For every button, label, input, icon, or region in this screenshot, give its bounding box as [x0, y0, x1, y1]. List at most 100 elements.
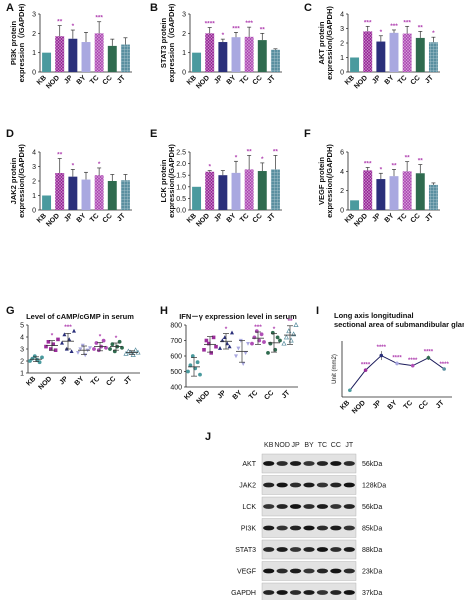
x-tick-label: TC [89, 212, 101, 224]
significance-marker: **** [205, 21, 216, 28]
y-tick-label: 500 [170, 369, 182, 376]
data-point [56, 337, 60, 342]
y-tick-label: 0 [340, 208, 344, 215]
bar-by [389, 176, 399, 210]
significance-marker: *** [390, 23, 398, 30]
x-tick-label: JT [266, 74, 277, 85]
panel-letter-h: H [160, 305, 168, 317]
data-point [250, 341, 254, 346]
x-tick-label: NOD [353, 212, 369, 228]
y-axis-label: JAK2 protein [9, 157, 18, 204]
y-tick-label: 4 [20, 335, 24, 342]
data-point [268, 341, 273, 346]
x-tick-label: JP [63, 74, 74, 85]
y-tick-label: 0.5 [176, 196, 186, 203]
y-axis-label: expression（/GAPDH) [16, 3, 26, 82]
x-tick-label: TC [403, 399, 415, 411]
significance-marker: ** [260, 26, 266, 33]
data-point [202, 348, 206, 352]
y-axis-label: expression(/GAPDH) [325, 6, 334, 80]
bar-jt [428, 42, 438, 72]
significance-marker: *** [232, 25, 240, 32]
y-tick-label: 0 [340, 70, 344, 77]
x-tick-label: TC [397, 74, 409, 86]
blot-band [343, 461, 355, 466]
blot-band [303, 525, 315, 531]
significance-marker: * [51, 332, 54, 339]
x-tick-label: JT [116, 212, 127, 223]
significance-marker: ** [391, 162, 397, 169]
x-tick-label: TC [89, 74, 101, 86]
significance-marker: *** [403, 19, 411, 26]
lane-label: CC [331, 442, 341, 449]
bar-nod [55, 173, 65, 210]
x-tick-label: JP [371, 212, 382, 223]
data-point [101, 338, 106, 343]
blot-band [289, 568, 302, 574]
significance-marker: * [273, 326, 276, 333]
blot-band [316, 547, 329, 552]
significance-marker: **** [408, 358, 418, 364]
blot-band [303, 568, 315, 574]
significance-marker: * [99, 334, 102, 341]
x-tick-label: NOD [195, 389, 211, 405]
y-tick-label: 4 [32, 150, 36, 157]
significance-marker: *** [364, 19, 372, 26]
data-point [348, 388, 352, 393]
bar-jp [68, 176, 78, 210]
panel-letter-d: D [6, 128, 14, 140]
data-point [46, 340, 51, 344]
y-tick-label: 2 [340, 41, 344, 48]
protein-label: LCK [242, 504, 256, 511]
blot-band [316, 504, 329, 509]
data-point [60, 340, 64, 345]
x-tick-label: BY [76, 74, 88, 86]
y-tick-label: 700 [170, 338, 182, 345]
lane-label: BY [304, 442, 314, 449]
significance-marker: * [235, 154, 238, 161]
bar-by [81, 179, 91, 210]
blot-band [263, 568, 275, 574]
significance-marker: ** [418, 158, 424, 165]
bar-jp [68, 38, 78, 72]
data-point [211, 335, 216, 340]
y-tick-label: 1.0 [176, 184, 186, 191]
y-axis-label: LCK protein [159, 159, 168, 202]
blot-band [330, 461, 342, 466]
data-point [108, 347, 112, 351]
lane-label: KB [264, 442, 274, 449]
y-tick-label: 400 [170, 385, 182, 392]
bar-jp [376, 41, 386, 72]
data-point [243, 351, 248, 356]
significance-marker: *** [254, 324, 262, 331]
data-point [379, 353, 384, 358]
data-point [53, 348, 58, 352]
data-point [395, 361, 399, 366]
y-tick-label: 4 [340, 169, 344, 176]
x-tick-label: BY [232, 389, 244, 401]
significance-marker: ** [287, 318, 293, 325]
x-tick-label: CC [102, 74, 114, 86]
bar-nod [205, 171, 215, 210]
bar-cc [107, 181, 117, 210]
data-point [291, 331, 297, 337]
molecular-weight-label: 128kDa [362, 483, 386, 490]
y-tick-label: 600 [170, 354, 182, 361]
blot-band [289, 482, 302, 488]
data-point [241, 362, 246, 366]
bar-cc [257, 40, 267, 72]
y-axis-label: expression(/GAPDH) [325, 144, 334, 218]
significance-marker: * [380, 166, 383, 173]
blot-band [330, 547, 342, 552]
protein-label: VEGF [237, 569, 256, 576]
blot-band [316, 568, 329, 574]
blot-band [289, 525, 302, 531]
x-tick-label: JP [371, 74, 382, 85]
x-tick-label: JT [281, 389, 292, 400]
molecular-weight-label: 88kDa [362, 547, 382, 554]
y-axis-label: AKT protein [317, 21, 326, 64]
y-tick-label: 3 [32, 164, 36, 171]
data-point [283, 334, 289, 340]
blot-band [303, 482, 315, 488]
bar-jt [270, 169, 280, 210]
